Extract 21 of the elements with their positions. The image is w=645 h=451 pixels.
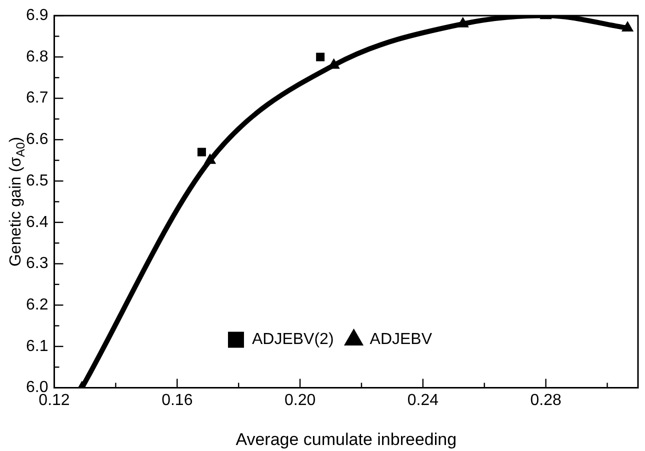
legend-label: ADJEBV(2) [252, 331, 334, 348]
y-tick-label: 6.5 [26, 172, 48, 190]
x-tick-label: 0.24 [407, 392, 439, 409]
point [621, 21, 634, 32]
x-tick-label: 0.20 [284, 392, 316, 409]
point [456, 16, 469, 28]
y-tick-label: 6.8 [26, 48, 48, 66]
y-tick-label: 6.4 [26, 214, 48, 231]
y-tick-label: 6.9 [26, 7, 48, 24]
legend-label: ADJEBV [370, 331, 432, 348]
x-tick-label: 0.16 [162, 392, 193, 409]
y-axis-title: Genetic gain (σA0) [7, 136, 28, 266]
y-tick-label: 6.3 [26, 255, 48, 272]
x-tick-label: 0.28 [530, 392, 562, 409]
y-tick-label: 6.2 [26, 296, 48, 314]
point [316, 52, 325, 62]
x-axis-title: Average cumulate inbreeding [236, 430, 457, 450]
y-tick-label: 6.1 [26, 338, 48, 355]
y-tick-label: 6.6 [26, 131, 48, 148]
point [204, 153, 216, 164]
y-tick-label: 6.7 [26, 90, 48, 107]
